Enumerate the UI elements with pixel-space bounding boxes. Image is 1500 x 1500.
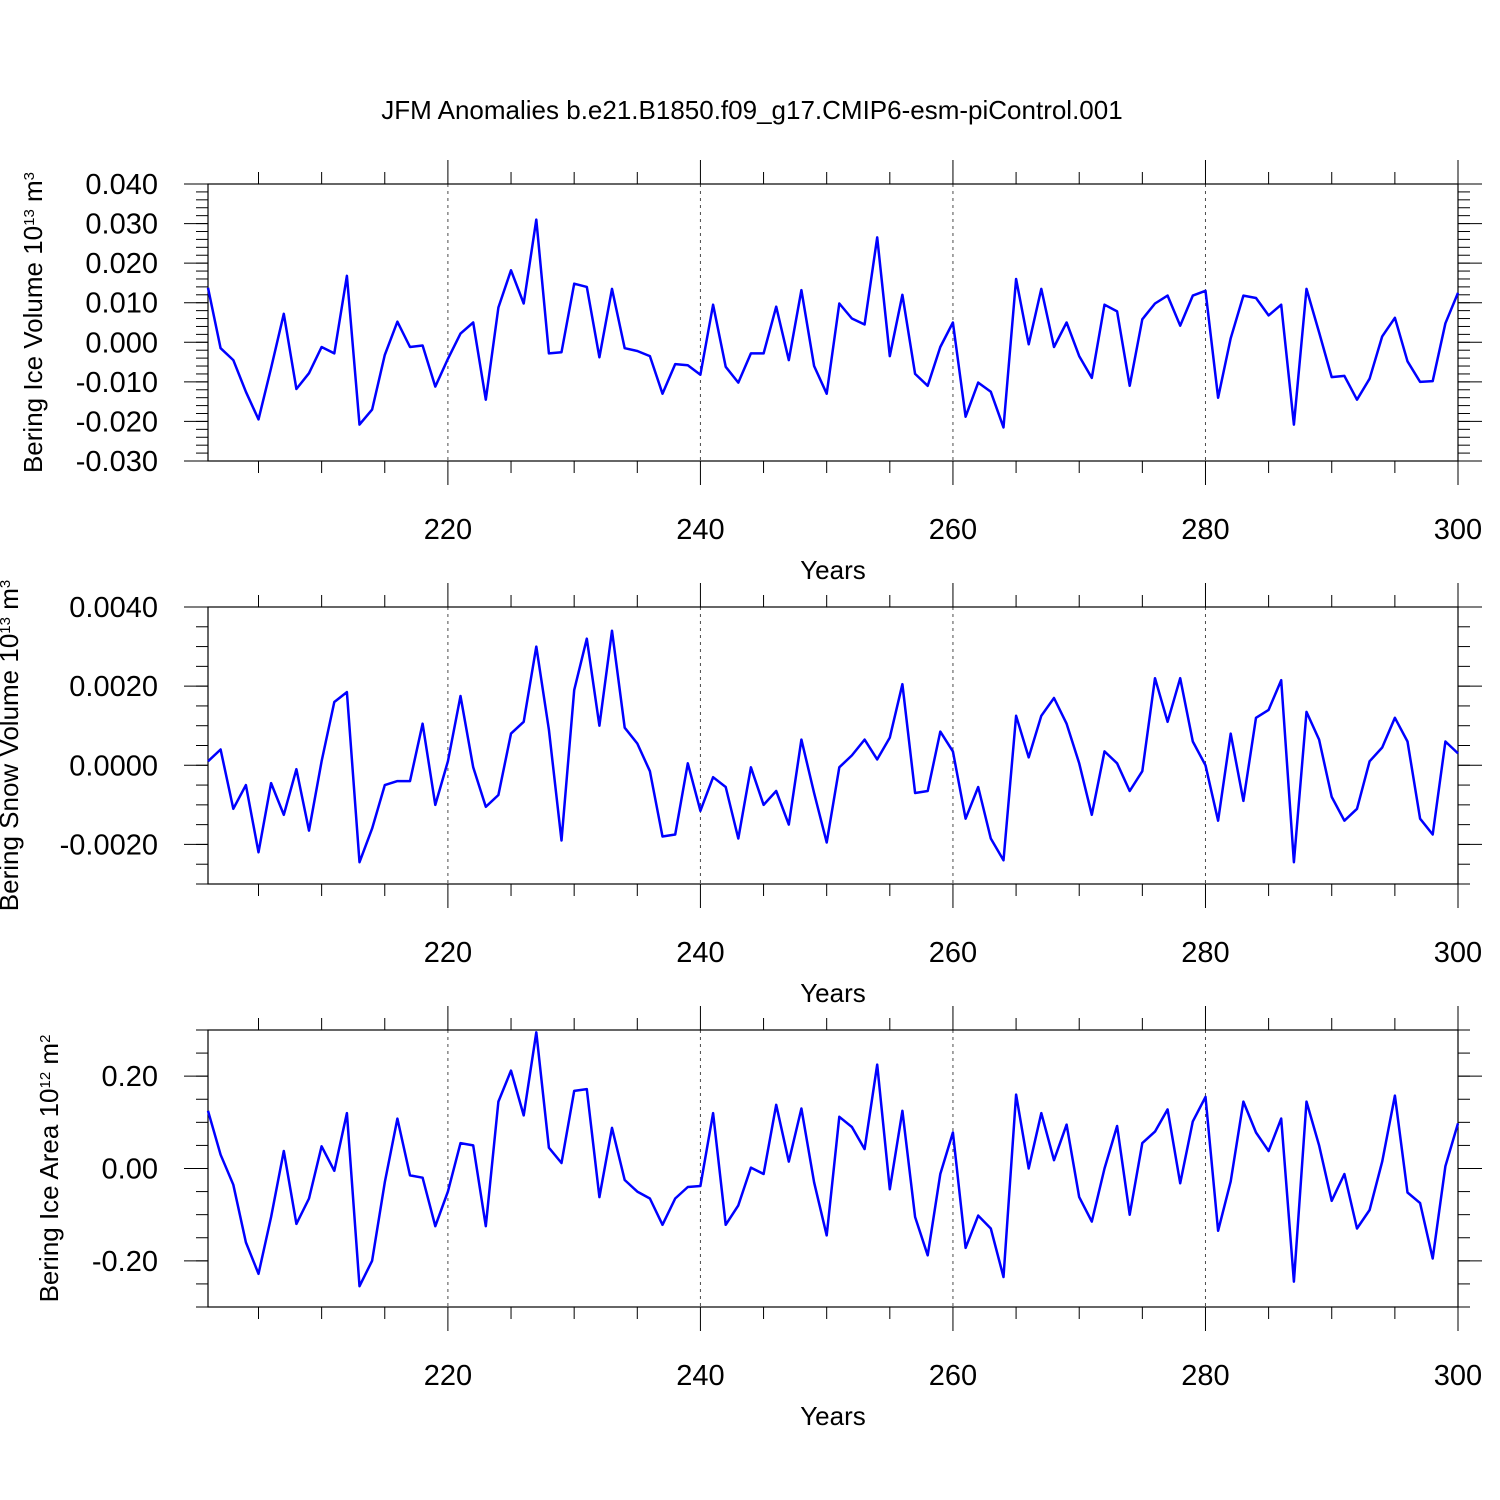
- y-tick-label: 0.030: [85, 209, 158, 241]
- y-axis-label-unit-exponent: 3: [0, 580, 14, 588]
- x-axis-label: Years: [800, 978, 866, 1008]
- y-axis-label-text: Bering Ice Area 10: [34, 1089, 64, 1303]
- x-tick-label: 240: [676, 1360, 724, 1392]
- series-line: [207, 629, 1459, 864]
- y-axis-label: Bering Snow Volume 1013 m3: [0, 580, 24, 911]
- plot-frame: [207, 183, 1459, 462]
- x-tick-label: 300: [1434, 514, 1482, 546]
- y-axis-label-exponent: 12: [37, 1072, 54, 1089]
- panels: -0.030 -0.020 -0.010 0.000 0.010 0.020 0.030 0.…: [0, 160, 1482, 1431]
- panel-2: -0.0020 0.0000 0.0020 0.0040 220 240 260 280 300…: [0, 580, 1482, 1008]
- x-tick-label: 220: [424, 937, 472, 969]
- x-tick-label: 280: [1181, 514, 1229, 546]
- x-tick-label: 280: [1181, 937, 1229, 969]
- y-axis-label-text: Bering Snow Volume 10: [0, 634, 24, 912]
- series-line: [206, 218, 1460, 429]
- y-tick-label: -0.0020: [60, 829, 158, 861]
- y-axis-label-text: Bering Ice Volume 10: [18, 226, 48, 473]
- y-tick-label: 0.0040: [69, 592, 158, 624]
- y-axis-label: Bering Ice Volume 1013 m3: [18, 172, 48, 473]
- y-tick-label: 0.00: [102, 1154, 158, 1186]
- x-tick-label: 240: [676, 514, 724, 546]
- y-tick-label: 0.000: [85, 327, 158, 359]
- y-axis-label-unit: m: [34, 1043, 64, 1072]
- x-tick-label: 240: [676, 937, 724, 969]
- x-tick-label: 300: [1434, 937, 1482, 969]
- x-tick-label: 260: [929, 1360, 977, 1392]
- series-line: [206, 1031, 1460, 1288]
- x-axis-label: Years: [800, 1401, 866, 1431]
- y-tick-label: -0.030: [76, 446, 158, 478]
- x-tick-label: 260: [929, 937, 977, 969]
- y-axis-label-exponent: 13: [21, 209, 38, 226]
- y-tick-label: -0.20: [92, 1246, 158, 1278]
- y-axis-label-unit-exponent: 2: [37, 1035, 54, 1043]
- y-axis-label: Bering Ice Area 1012 m2: [34, 1035, 64, 1303]
- y-tick-label: -0.020: [76, 406, 158, 438]
- x-tick-label: 260: [929, 514, 977, 546]
- y-tick-label: 0.010: [85, 288, 158, 320]
- y-tick-label: 0.040: [85, 169, 158, 201]
- y-axis-label-unit-exponent: 3: [21, 172, 38, 180]
- x-tick-label: 220: [424, 1360, 472, 1392]
- y-tick-label: 0.0000: [69, 750, 158, 782]
- y-axis-label-exponent: 13: [0, 617, 14, 634]
- x-tick-label: 220: [424, 514, 472, 546]
- y-axis-label-unit: m: [18, 180, 48, 209]
- panel-3: -0.20 0.00 0.20 220 240 260 280 300 Years Bering …: [34, 1006, 1482, 1431]
- x-tick-label: 300: [1434, 1360, 1482, 1392]
- x-tick-label: 280: [1181, 1360, 1229, 1392]
- panel-1: -0.030 -0.020 -0.010 0.000 0.010 0.020 0.030 0.…: [18, 160, 1482, 585]
- y-tick-label: -0.010: [76, 367, 158, 399]
- figure-title: JFM Anomalies b.e21.B1850.f09_g17.CMIP6-…: [381, 95, 1122, 125]
- y-tick-label: 0.020: [85, 248, 158, 280]
- y-tick-label: 0.20: [102, 1061, 158, 1093]
- y-axis-label-unit: m: [0, 588, 24, 617]
- plot-frame: [207, 606, 1459, 885]
- y-tick-label: 0.0020: [69, 671, 158, 703]
- x-axis-label: Years: [800, 555, 866, 585]
